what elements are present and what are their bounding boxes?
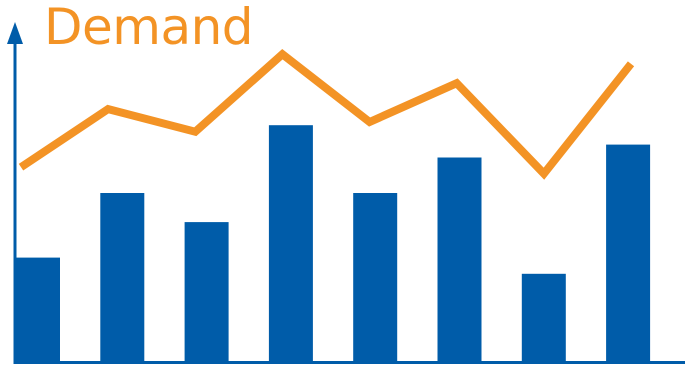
bar-1 <box>16 257 60 361</box>
chart-title: Demand <box>44 0 254 56</box>
bar-7 <box>521 273 566 361</box>
bar-5 <box>353 193 398 361</box>
bar-4 <box>268 125 313 361</box>
bar-8 <box>606 144 651 361</box>
axes-layer <box>7 22 685 364</box>
bar-3 <box>184 222 229 361</box>
demand-line <box>18 48 635 180</box>
bar-2 <box>100 193 145 361</box>
bars-layer <box>16 125 651 361</box>
y-axis-arrow-icon <box>7 22 23 44</box>
bar-6 <box>437 157 482 361</box>
line-layer <box>18 48 635 180</box>
